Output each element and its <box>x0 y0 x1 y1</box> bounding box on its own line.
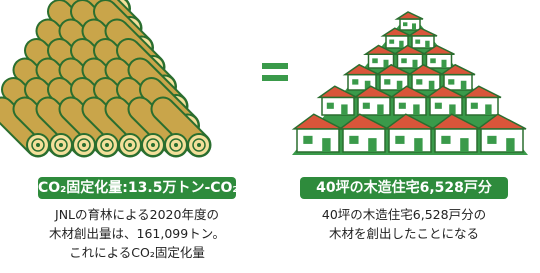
house-door <box>460 138 468 152</box>
house-roof <box>397 12 423 19</box>
house-window <box>363 103 370 109</box>
left-text: JNLの育林による2020年度の木材創出量は、161,099トン。これによるCO… <box>37 205 237 262</box>
house <box>397 12 423 30</box>
house-door <box>413 60 418 68</box>
log-core <box>128 143 132 147</box>
house-window <box>384 79 390 84</box>
house-door <box>341 104 347 115</box>
log-core <box>59 143 63 147</box>
log-pile <box>2 0 210 156</box>
house-door <box>429 81 435 90</box>
right-text: 40坪の木造住宅6,528戸分の木材を創出したことになる <box>300 205 508 243</box>
house-window <box>372 58 378 63</box>
house-window <box>352 79 358 84</box>
house-window <box>435 103 442 109</box>
house-window <box>487 136 496 144</box>
house-window <box>416 79 422 84</box>
house-window <box>303 136 312 144</box>
house-door <box>413 104 419 115</box>
house-door <box>368 138 376 152</box>
house-door <box>449 104 455 115</box>
text-line: これによるCO₂固定化量 <box>37 243 237 262</box>
text-line: JNLの育林による2020年度の <box>37 205 237 224</box>
house-window <box>415 40 420 44</box>
log-core <box>197 143 201 147</box>
house-window <box>403 22 407 26</box>
house-door <box>322 138 330 152</box>
houses <box>292 12 528 155</box>
house-door <box>412 23 416 30</box>
houses-badge: 40坪の木造住宅6,528戸分 <box>300 177 508 199</box>
log-core <box>174 143 178 147</box>
house-door <box>506 138 514 152</box>
house-window <box>441 136 450 144</box>
house-window <box>399 103 406 109</box>
house-window <box>401 58 407 63</box>
house-door <box>399 41 403 48</box>
house-door <box>485 104 491 115</box>
co2-badge: CO₂固定化量:13.5万トン-CO₂ <box>38 177 236 199</box>
house-window <box>448 79 454 84</box>
house-door <box>461 81 467 90</box>
house-window <box>471 103 478 109</box>
house-door <box>442 60 447 68</box>
house-window <box>389 40 394 44</box>
house-door <box>414 138 422 152</box>
log-core <box>105 143 109 147</box>
log-core <box>36 143 40 147</box>
house-window <box>395 136 404 144</box>
text-line: 木材創出量は、161,099トン。 <box>37 224 237 243</box>
house-door <box>425 41 429 48</box>
house-door <box>377 104 383 115</box>
log-core <box>151 143 155 147</box>
infographic: CO₂固定化量:13.5万トン-CO₂ 40坪の木造住宅6,528戸分 JNLの… <box>0 0 540 273</box>
text-line: 木材を創出したことになる <box>300 224 508 243</box>
house-window <box>327 103 334 109</box>
house-window <box>430 58 436 63</box>
house-door <box>397 81 403 90</box>
equals-sign <box>262 63 288 81</box>
house-window <box>349 136 358 144</box>
text-line: 40坪の木造住宅6,528戸分の <box>300 205 508 224</box>
log-core <box>82 143 86 147</box>
